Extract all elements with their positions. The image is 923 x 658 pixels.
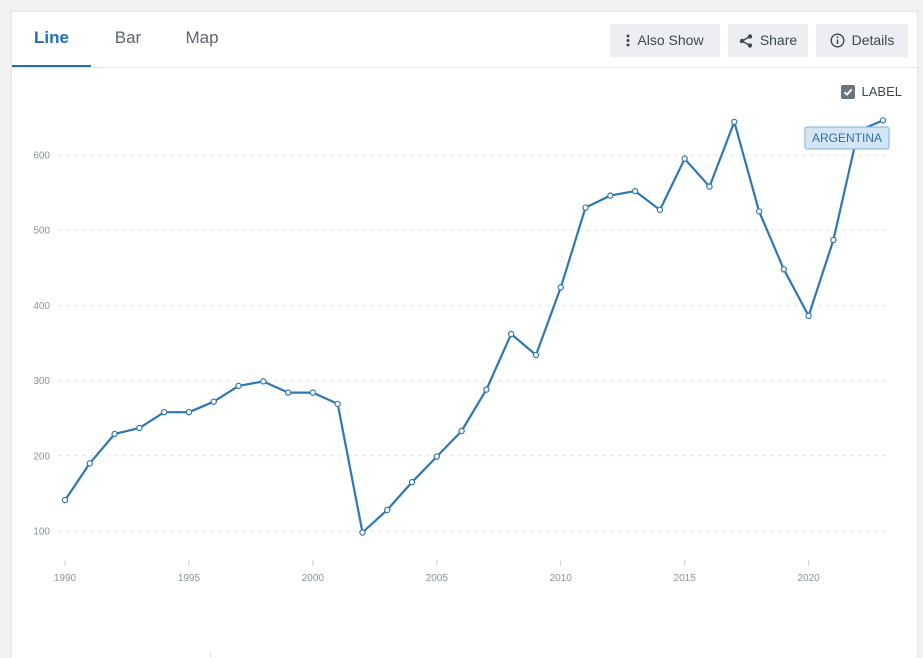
- data-point: [582, 204, 589, 211]
- data-point: [210, 398, 217, 405]
- data-point: [433, 453, 441, 460]
- label-checkbox[interactable]: [840, 84, 855, 99]
- x-tick-label: 2010: [550, 573, 573, 584]
- data-point: [160, 408, 168, 416]
- y-tick-label: 300: [33, 376, 50, 387]
- series-label-box: [804, 126, 890, 150]
- y-tick-label: 100: [33, 527, 50, 538]
- data-point: [61, 496, 69, 504]
- x-tick-label: 1995: [178, 573, 201, 584]
- data-point: [631, 187, 639, 195]
- tab-bar: Line Bar Map Also Show Share Details: [12, 12, 917, 68]
- y-tick-label: 400: [33, 301, 50, 312]
- data-point: [681, 155, 688, 162]
- more-vertical-icon: [626, 34, 630, 47]
- data-point: [557, 284, 564, 291]
- data-point: [235, 382, 242, 390]
- bottom-strip: [11, 651, 918, 658]
- data-point: [731, 118, 738, 126]
- series-line: [64, 119, 884, 534]
- data-point: [334, 400, 341, 408]
- details-button[interactable]: Details: [816, 24, 908, 57]
- x-tick-label: 2015: [674, 573, 697, 584]
- data-point: [111, 430, 118, 438]
- label-toggle-text: LABEL: [861, 84, 902, 99]
- x-tick-label: 2005: [426, 573, 449, 584]
- y-tick-label: 500: [33, 226, 50, 237]
- data-point: [260, 378, 267, 385]
- data-point: [607, 192, 614, 199]
- data-point: [507, 330, 515, 338]
- tab-line[interactable]: Line: [12, 12, 91, 67]
- data-point: [458, 427, 465, 435]
- data-point: [805, 312, 812, 320]
- bottom-divider: [210, 651, 211, 658]
- data-point: [359, 529, 366, 536]
- x-tick-label: 2000: [302, 573, 325, 584]
- data-point: [656, 206, 664, 214]
- also-show-button[interactable]: Also Show: [610, 24, 720, 57]
- info-icon: [830, 33, 845, 48]
- data-point: [755, 208, 763, 215]
- checkmark-icon: [843, 88, 852, 96]
- data-point: [706, 183, 713, 190]
- tab-bar-chart[interactable]: Bar: [114, 28, 142, 47]
- y-tick-label: 600: [33, 151, 50, 162]
- data-point: [780, 266, 788, 273]
- data-point: [185, 408, 193, 416]
- data-point: [830, 236, 837, 244]
- share-button[interactable]: Share: [728, 24, 808, 57]
- share-label: Share: [759, 32, 798, 48]
- data-point: [879, 117, 887, 124]
- label-toggle[interactable]: LABEL: [840, 84, 902, 99]
- chart-panel: Line Bar Map Also Show Share Details: [11, 11, 918, 653]
- data-point: [136, 424, 143, 432]
- series-label: ARGENTINA: [812, 131, 882, 145]
- data-point: [532, 351, 540, 359]
- tab-map[interactable]: Map: [185, 28, 219, 47]
- x-tick-label: 2020: [798, 573, 821, 584]
- also-show-label: Also Show: [637, 32, 704, 48]
- y-tick-label: 200: [33, 451, 50, 462]
- share-icon: [739, 33, 753, 48]
- data-point: [408, 478, 416, 486]
- data-point: [86, 460, 93, 467]
- data-point: [284, 389, 292, 396]
- data-point: [483, 386, 490, 393]
- data-point: [384, 506, 391, 514]
- details-label: Details: [851, 32, 895, 48]
- data-point: [309, 389, 317, 396]
- x-tick-label: 1990: [54, 573, 77, 584]
